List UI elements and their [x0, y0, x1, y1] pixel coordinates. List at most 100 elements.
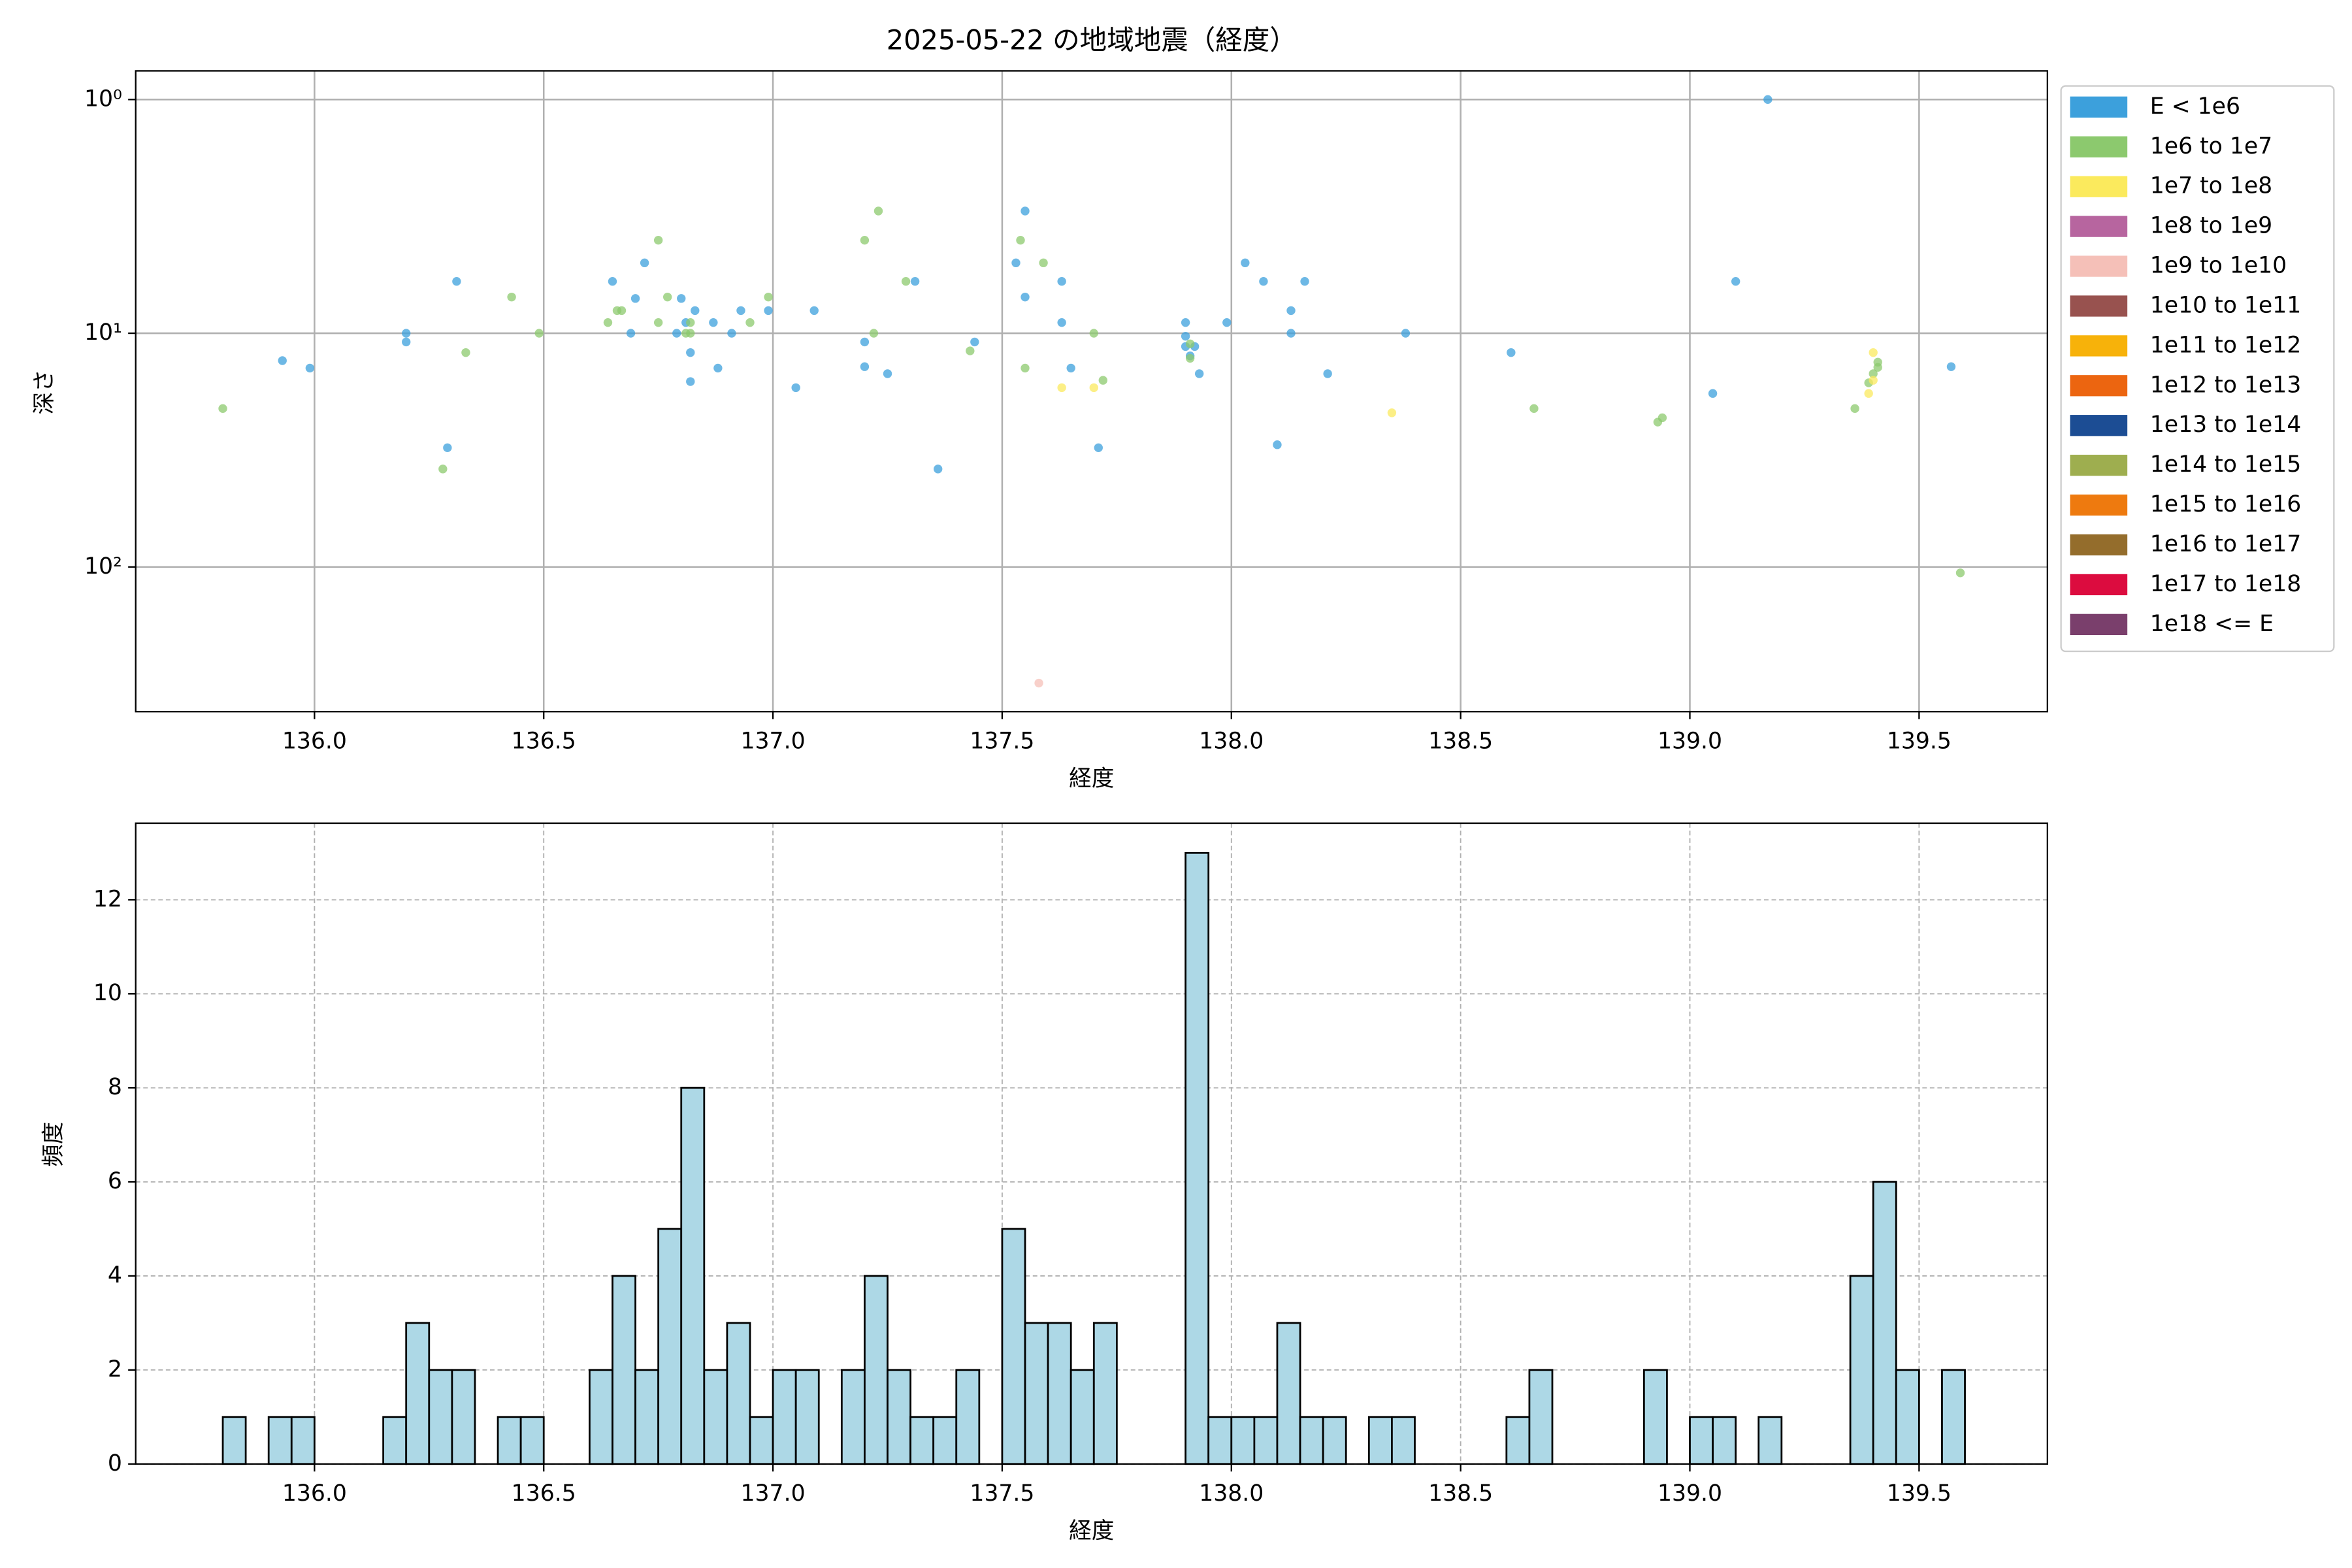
data-point [452, 276, 461, 286]
x-tick-label: 139.5 [1887, 728, 1952, 754]
legend-swatch [2070, 455, 2128, 476]
histogram-bar [1712, 1416, 1737, 1465]
data-point [677, 294, 686, 303]
legend-label: 1e8 to 1e9 [2150, 213, 2272, 239]
x-axis-label: 経度 [1069, 1518, 1114, 1544]
legend-label: 1e18 <= E [2150, 611, 2274, 637]
data-point [1323, 369, 1332, 378]
legend-swatch [2070, 415, 2128, 436]
data-point [1039, 258, 1048, 268]
data-point [218, 404, 227, 414]
histogram-bar [1872, 1181, 1897, 1465]
data-point [1057, 276, 1066, 286]
data-point [1869, 369, 1878, 378]
legend-label: 1e15 to 1e16 [2150, 491, 2301, 517]
legend-swatch [2070, 335, 2128, 357]
histogram-bar [612, 1275, 636, 1465]
histogram-bar [428, 1369, 453, 1465]
legend-label: 1e7 to 1e8 [2150, 173, 2272, 199]
data-point [1021, 363, 1030, 373]
histogram-bar [1092, 1322, 1118, 1465]
histogram-bar [840, 1369, 866, 1465]
histogram-bar [1024, 1322, 1049, 1465]
y-tick-label: 10 [93, 980, 122, 1006]
data-point [1286, 306, 1296, 316]
y-axis-label: 頻度 [41, 1122, 67, 1167]
x-tick-label: 137.0 [741, 728, 806, 754]
histogram-bar [1528, 1369, 1554, 1465]
plot-frame [135, 70, 2048, 713]
histogram-bar [657, 1228, 683, 1465]
data-point [1401, 329, 1411, 338]
data-point [1300, 276, 1309, 286]
x-tick-label: 138.0 [1199, 1480, 1264, 1507]
y-tick-label: 0 [108, 1450, 122, 1477]
data-point [1763, 95, 1772, 105]
data-point [278, 356, 287, 365]
histogram-bar [887, 1369, 911, 1465]
data-point [1222, 318, 1232, 327]
histogram-bar [794, 1369, 820, 1465]
data-point [860, 337, 870, 347]
data-point [617, 306, 627, 316]
histogram-bar [1207, 1416, 1233, 1465]
data-point [1259, 276, 1268, 286]
legend-swatch [2070, 216, 2128, 237]
legend-label: 1e14 to 1e15 [2150, 451, 2301, 478]
data-point [443, 443, 452, 453]
histogram-bar [726, 1322, 751, 1465]
legend-swatch [2070, 494, 2128, 516]
histogram-bar [1689, 1416, 1714, 1465]
data-point [1273, 440, 1282, 449]
data-point [1098, 376, 1108, 385]
histogram-bar [519, 1416, 545, 1465]
data-point [1529, 404, 1539, 414]
histogram-bar [955, 1369, 981, 1465]
data-point [970, 337, 979, 347]
data-point [1658, 413, 1667, 423]
histogram-bar [680, 1086, 706, 1465]
data-point [626, 329, 636, 338]
legend-label: 1e6 to 1e7 [2150, 133, 2272, 159]
data-point [1869, 376, 1878, 385]
histogram-bar [382, 1416, 408, 1465]
data-point [713, 363, 723, 373]
x-tick-label: 136.5 [512, 728, 576, 754]
histogram-bar [267, 1416, 293, 1465]
legend-label: 1e12 to 1e13 [2150, 372, 2301, 398]
data-point [966, 346, 975, 355]
histogram-bar [1070, 1369, 1095, 1465]
data-point [860, 362, 870, 371]
data-point [1731, 276, 1740, 286]
data-point [745, 318, 755, 327]
histogram-bar [749, 1416, 774, 1465]
data-point [691, 306, 700, 316]
data-point [1034, 678, 1043, 688]
histogram-bar [1230, 1416, 1256, 1465]
data-point [438, 465, 448, 474]
data-point [1089, 383, 1098, 393]
histogram-bar [1642, 1369, 1668, 1465]
x-tick-label: 137.5 [970, 728, 1034, 754]
data-point [934, 465, 943, 474]
histogram-bar [1276, 1322, 1301, 1465]
data-point [910, 276, 920, 286]
data-point [1185, 353, 1195, 363]
data-point [507, 292, 516, 302]
data-point [1094, 443, 1103, 453]
legend-swatch [2070, 255, 2128, 277]
legend-label: 1e16 to 1e17 [2150, 531, 2301, 557]
legend-label: 1e9 to 1e10 [2150, 253, 2287, 279]
legend-swatch [2070, 534, 2128, 556]
data-point [1066, 363, 1075, 373]
data-point [1011, 258, 1021, 268]
legend-swatch [2070, 375, 2128, 397]
data-point [1185, 339, 1195, 348]
chart-title: 2025-05-22 の地域地震（経度） [887, 24, 1297, 56]
histogram-bar [634, 1369, 660, 1465]
histogram-bar [1047, 1322, 1072, 1465]
y-tick-label: 4 [108, 1262, 122, 1288]
